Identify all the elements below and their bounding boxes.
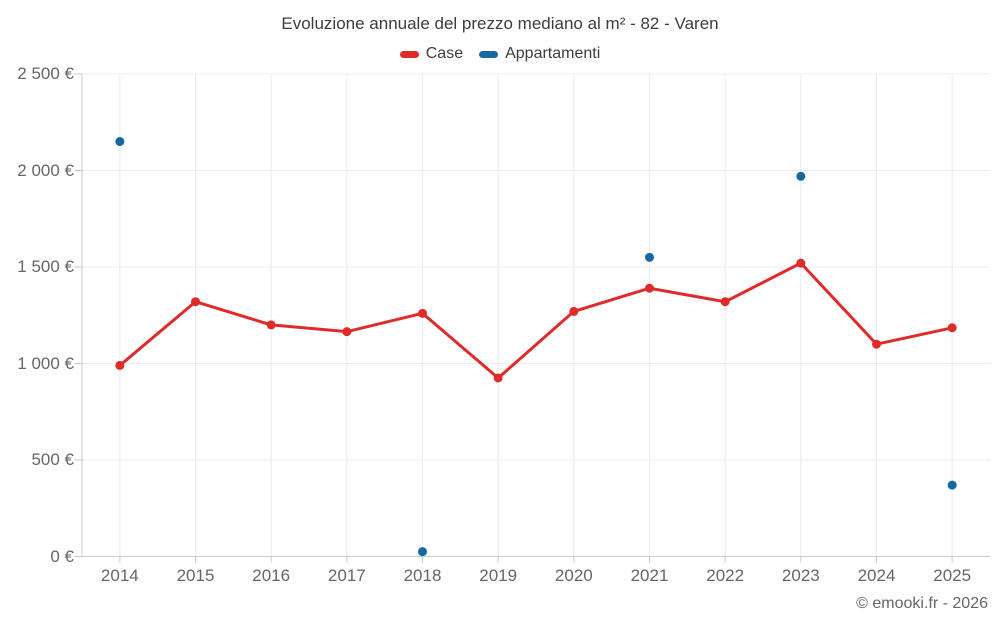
case-point[interactable] <box>947 323 957 333</box>
case-line <box>118 261 954 380</box>
case-point[interactable] <box>796 258 806 268</box>
y-tick-label: 1 500 € <box>17 257 74 276</box>
case-point[interactable] <box>645 283 654 293</box>
appartamenti-legend-swatch <box>479 50 499 58</box>
case-point[interactable] <box>266 320 276 330</box>
y-tick-label: 2 000 € <box>17 160 74 180</box>
appartamenti-point[interactable] <box>115 137 125 147</box>
chart-legend: Case Appartamenti <box>0 45 1000 63</box>
chart-title: Evoluzione annuale del prezzo mediano al… <box>281 14 719 33</box>
x-tick-label: 2019 <box>479 566 518 585</box>
appartamenti-point[interactable] <box>796 171 806 181</box>
x-tick-label: 2018 <box>403 566 442 585</box>
case-point[interactable] <box>115 360 125 370</box>
x-tick-label: 2024 <box>857 566 896 585</box>
case-point[interactable] <box>342 327 352 337</box>
x-tick-label: 2014 <box>100 566 139 585</box>
legend-label: Appartamenti <box>505 45 601 62</box>
x-tick-label: 2025 <box>933 566 972 585</box>
x-tick-label: 2017 <box>327 566 366 585</box>
case-point[interactable] <box>569 306 579 316</box>
x-tick-label: 2016 <box>252 566 291 585</box>
legend-label: Case <box>425 45 464 62</box>
x-tick-label: 2021 <box>630 566 669 585</box>
appartamenti-point[interactable] <box>645 252 654 262</box>
y-tick-label: 1 000 € <box>17 353 74 373</box>
legend-item-case[interactable]: Case <box>399 45 464 63</box>
case-point[interactable] <box>493 373 503 383</box>
case-point[interactable] <box>418 308 427 318</box>
case-legend-swatch <box>399 50 419 58</box>
y-tick-label: 2 500 € <box>17 64 74 83</box>
x-tick-label: 2015 <box>176 566 215 585</box>
appartamenti-point[interactable] <box>418 547 427 557</box>
case-point[interactable] <box>191 297 200 307</box>
x-tick-label: 2022 <box>706 566 745 585</box>
y-tick-label: 500 € <box>31 450 74 469</box>
copyright-credit: © emooki.fr - 2026 <box>856 595 988 612</box>
appartamenti-point[interactable] <box>947 480 957 490</box>
x-tick-label: 2023 <box>781 566 820 585</box>
y-tick-label: 0 € <box>50 546 74 566</box>
case-point[interactable] <box>872 339 881 349</box>
x-tick-label: 2020 <box>554 566 593 585</box>
case-point[interactable] <box>720 297 730 307</box>
legend-item-appartamenti[interactable]: Appartamenti <box>479 45 600 63</box>
